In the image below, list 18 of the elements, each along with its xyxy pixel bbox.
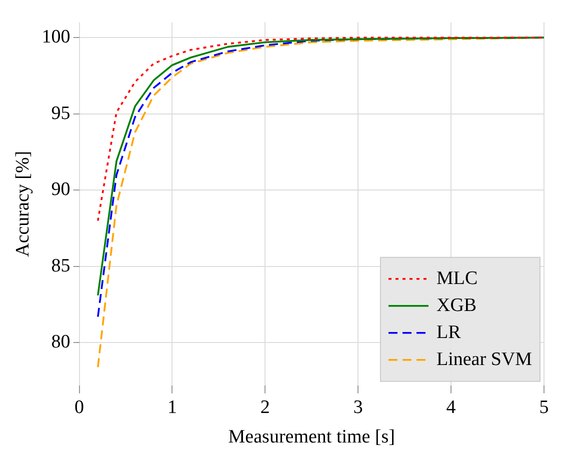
y-tick-label: 100: [42, 26, 70, 48]
x-tick-label: 5: [539, 396, 549, 418]
line-series: [96, 36, 544, 222]
legend-label: LR: [436, 322, 462, 343]
legend-label: Linear SVM: [436, 348, 532, 370]
x-tick-label: 4: [446, 396, 456, 418]
y-tick-label: 80: [51, 332, 70, 353]
x-tick-label: 0: [74, 396, 84, 418]
y-tick-label: 90: [51, 179, 70, 200]
y-tick-label: 95: [51, 102, 70, 124]
x-tick-label: 2: [260, 396, 270, 418]
x-axis-title: Measurement time [s]: [228, 426, 396, 448]
x-tick-label: 3: [353, 396, 363, 418]
y-tick-label: 85: [51, 255, 70, 276]
legend-label: MLC: [436, 268, 478, 289]
y-axis-title: Accuracy [%]: [12, 150, 34, 257]
x-tick-label: 1: [167, 396, 177, 418]
legend-label: XGB: [436, 294, 477, 316]
